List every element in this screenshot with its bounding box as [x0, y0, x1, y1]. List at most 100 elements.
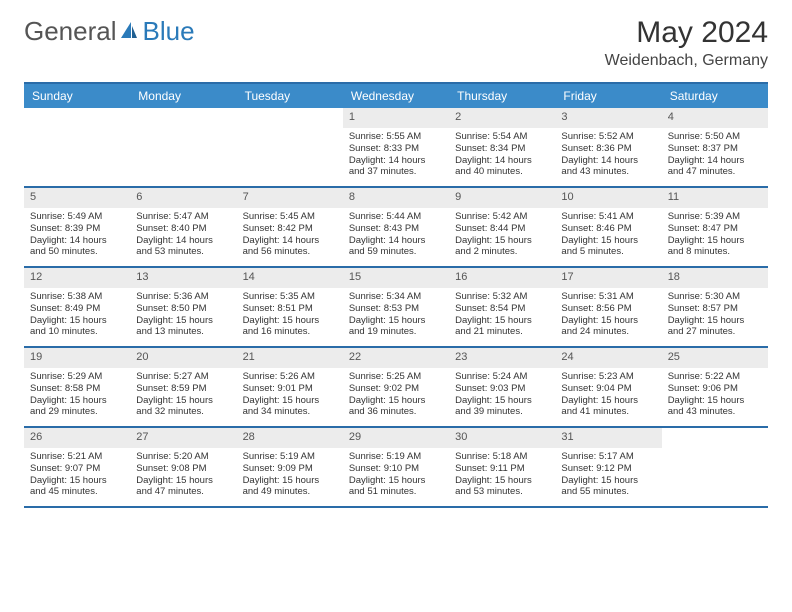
- day-ss: Sunset: 8:49 PM: [30, 303, 124, 315]
- day-sr: Sunrise: 5:35 AM: [243, 291, 337, 303]
- location: Weidenbach, Germany: [605, 52, 768, 70]
- day-cell: 30 Sunrise: 5:18 AMSunset: 9:11 PMDayligh…: [449, 428, 555, 506]
- day-sr: Sunrise: 5:41 AM: [561, 211, 655, 223]
- day-sr: Sunrise: 5:50 AM: [668, 131, 762, 143]
- day-ss: Sunset: 8:42 PM: [243, 223, 337, 235]
- day-number: 19: [24, 348, 130, 368]
- day-number: 12: [24, 268, 130, 288]
- day-dl: Daylight: 15 hours and 5 minutes.: [561, 235, 655, 259]
- day-body: Sunrise: 5:52 AMSunset: 8:36 PMDaylight:…: [555, 128, 661, 185]
- day-body: Sunrise: 5:25 AMSunset: 9:02 PMDaylight:…: [343, 368, 449, 425]
- day-body: Sunrise: 5:30 AMSunset: 8:57 PMDaylight:…: [662, 288, 768, 345]
- day-sr: Sunrise: 5:24 AM: [455, 371, 549, 383]
- day-dl: Daylight: 15 hours and 39 minutes.: [455, 395, 549, 419]
- day-dl: Daylight: 14 hours and 50 minutes.: [30, 235, 124, 259]
- day-cell: 1Sunrise: 5:55 AMSunset: 8:33 PMDaylight…: [343, 108, 449, 186]
- day-ss: Sunset: 8:44 PM: [455, 223, 549, 235]
- day-number: 28: [237, 428, 343, 448]
- day-cell: 29Sunrise: 5:19 AMSunset: 9:10 PMDayligh…: [343, 428, 449, 506]
- day-ss: Sunset: 8:53 PM: [349, 303, 443, 315]
- day-sr: Sunrise: 5:19 AM: [243, 451, 337, 463]
- day-sr: Sunrise: 5:19 AM: [349, 451, 443, 463]
- week-row: 26Sunrise: 5:21 AMSunset: 9:07 PMDayligh…: [24, 428, 768, 508]
- day-ss: Sunset: 8:58 PM: [30, 383, 124, 395]
- day-cell: [662, 428, 768, 506]
- day-number: 29: [343, 428, 449, 448]
- day-dl: Daylight: 15 hours and 51 minutes.: [349, 475, 443, 499]
- day-number: 16: [449, 268, 555, 288]
- day-body: Sunrise: 5:19 AMSunset: 9:09 PMDaylight:…: [237, 448, 343, 505]
- day-body: Sunrise: 5:41 AMSunset: 8:46 PMDaylight:…: [555, 208, 661, 265]
- day-sr: Sunrise: 5:38 AM: [30, 291, 124, 303]
- day-dl: Daylight: 15 hours and 10 minutes.: [30, 315, 124, 339]
- day-dl: Daylight: 14 hours and 59 minutes.: [349, 235, 443, 259]
- day-sr: Sunrise: 5:54 AM: [455, 131, 549, 143]
- day-ss: Sunset: 9:10 PM: [349, 463, 443, 475]
- day-sr: Sunrise: 5:31 AM: [561, 291, 655, 303]
- day-sr: Sunrise: 5:26 AM: [243, 371, 337, 383]
- day-ss: Sunset: 8:57 PM: [668, 303, 762, 315]
- day-ss: Sunset: 9:07 PM: [30, 463, 124, 475]
- title-block: May 2024 Weidenbach, Germany: [605, 16, 768, 70]
- day-number: 8: [343, 188, 449, 208]
- header: General Blue May 2024 Weidenbach, German…: [24, 16, 768, 70]
- day-dl: Daylight: 15 hours and 21 minutes.: [455, 315, 549, 339]
- day-body: Sunrise: 5:22 AMSunset: 9:06 PMDaylight:…: [662, 368, 768, 425]
- day-body: [237, 114, 343, 123]
- day-body: Sunrise: 5:21 AMSunset: 9:07 PMDaylight:…: [24, 448, 130, 505]
- day-body: Sunrise: 5:29 AMSunset: 8:58 PMDaylight:…: [24, 368, 130, 425]
- day-number: 18: [662, 268, 768, 288]
- day-dl: Daylight: 15 hours and 47 minutes.: [136, 475, 230, 499]
- day-cell: 13Sunrise: 5:36 AMSunset: 8:50 PMDayligh…: [130, 268, 236, 346]
- day-sr: Sunrise: 5:30 AM: [668, 291, 762, 303]
- day-ss: Sunset: 9:02 PM: [349, 383, 443, 395]
- day-ss: Sunset: 8:46 PM: [561, 223, 655, 235]
- day-cell: 2Sunrise: 5:54 AMSunset: 8:34 PMDaylight…: [449, 108, 555, 186]
- day-cell: 16Sunrise: 5:32 AMSunset: 8:54 PMDayligh…: [449, 268, 555, 346]
- day-dl: Daylight: 15 hours and 2 minutes.: [455, 235, 549, 259]
- day-body: Sunrise: 5:55 AMSunset: 8:33 PMDaylight:…: [343, 128, 449, 185]
- day-number: 4: [662, 108, 768, 128]
- day-ss: Sunset: 8:43 PM: [349, 223, 443, 235]
- day-body: Sunrise: 5:23 AMSunset: 9:04 PMDaylight:…: [555, 368, 661, 425]
- day-ss: Sunset: 9:11 PM: [455, 463, 549, 475]
- day-number: 23: [449, 348, 555, 368]
- day-sr: Sunrise: 5:47 AM: [136, 211, 230, 223]
- day-dl: Daylight: 15 hours and 34 minutes.: [243, 395, 337, 419]
- day-cell: 11Sunrise: 5:39 AMSunset: 8:47 PMDayligh…: [662, 188, 768, 266]
- day-ss: Sunset: 8:37 PM: [668, 143, 762, 155]
- day-sr: Sunrise: 5:52 AM: [561, 131, 655, 143]
- day-sr: Sunrise: 5:42 AM: [455, 211, 549, 223]
- day-cell: [237, 108, 343, 186]
- day-sr: Sunrise: 5:18 AM: [455, 451, 549, 463]
- day-body: Sunrise: 5:54 AMSunset: 8:34 PMDaylight:…: [449, 128, 555, 185]
- day-ss: Sunset: 8:34 PM: [455, 143, 549, 155]
- day-number: 21: [237, 348, 343, 368]
- day-sr: Sunrise: 5:23 AM: [561, 371, 655, 383]
- day-cell: 27Sunrise: 5:20 AMSunset: 9:08 PMDayligh…: [130, 428, 236, 506]
- day-number: 20: [130, 348, 236, 368]
- day-number: 30: [449, 428, 555, 448]
- logo-text-general: General: [24, 16, 117, 47]
- week-row: 19Sunrise: 5:29 AMSunset: 8:58 PMDayligh…: [24, 348, 768, 428]
- day-number: 31: [555, 428, 661, 448]
- day-body: Sunrise: 5:19 AMSunset: 9:10 PMDaylight:…: [343, 448, 449, 505]
- day-dl: Daylight: 14 hours and 37 minutes.: [349, 155, 443, 179]
- day-number: 17: [555, 268, 661, 288]
- day-dl: Daylight: 15 hours and 29 minutes.: [30, 395, 124, 419]
- dow-monday: Monday: [130, 84, 236, 108]
- day-dl: Daylight: 15 hours and 53 minutes.: [455, 475, 549, 499]
- dow-tuesday: Tuesday: [237, 84, 343, 108]
- day-ss: Sunset: 8:50 PM: [136, 303, 230, 315]
- day-ss: Sunset: 8:56 PM: [561, 303, 655, 315]
- day-ss: Sunset: 8:54 PM: [455, 303, 549, 315]
- day-cell: 3Sunrise: 5:52 AMSunset: 8:36 PMDaylight…: [555, 108, 661, 186]
- day-cell: 19Sunrise: 5:29 AMSunset: 8:58 PMDayligh…: [24, 348, 130, 426]
- day-ss: Sunset: 9:06 PM: [668, 383, 762, 395]
- day-body: Sunrise: 5:31 AMSunset: 8:56 PMDaylight:…: [555, 288, 661, 345]
- day-sr: Sunrise: 5:25 AM: [349, 371, 443, 383]
- day-cell: 20Sunrise: 5:27 AMSunset: 8:59 PMDayligh…: [130, 348, 236, 426]
- day-dl: Daylight: 15 hours and 41 minutes.: [561, 395, 655, 419]
- day-body: Sunrise: 5:27 AMSunset: 8:59 PMDaylight:…: [130, 368, 236, 425]
- day-cell: 12 Sunrise: 5:38 AMSunset: 8:49 PMDayligh…: [24, 268, 130, 346]
